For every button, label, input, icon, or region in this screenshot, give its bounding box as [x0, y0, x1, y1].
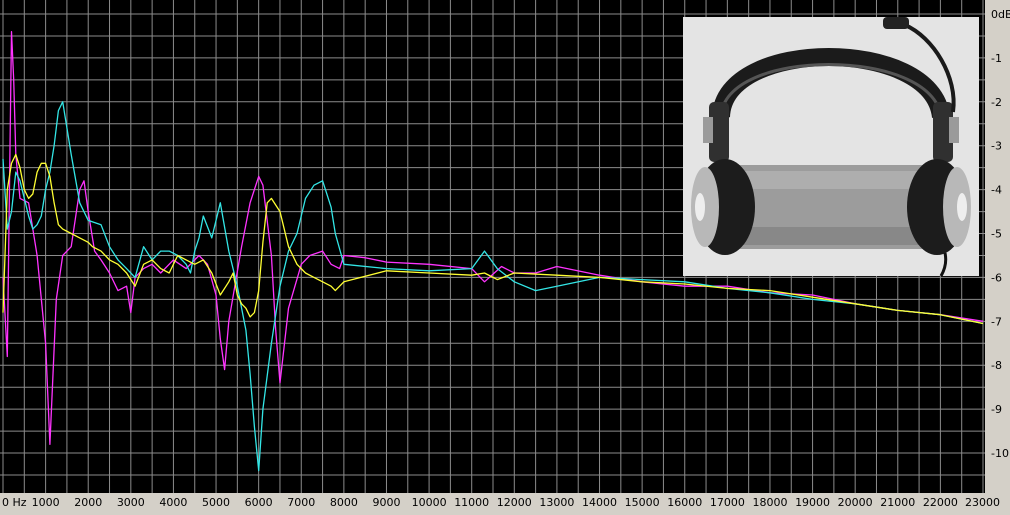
y-tick-label: -1 — [991, 52, 1002, 65]
x-axis-ticks: 0 Hz 1000 2000 3000 4000 5000 6000 7000 8000 9000… — [2, 496, 1000, 509]
headphone-on-cylinder-picture — [683, 17, 979, 277]
y-tick-label: -9 — [991, 403, 1002, 416]
x-tick-label: 12000 — [497, 496, 532, 509]
series-line-3 — [2, 153, 984, 325]
grid-lines — [0, 0, 985, 493]
x-tick-label: 21000 — [880, 496, 915, 509]
x-tick-label: 23000 — [965, 496, 1000, 509]
y-tick-label: -8 — [991, 359, 1002, 372]
x-tick-label: 22000 — [923, 496, 958, 509]
y-tick-label: -4 — [991, 184, 1002, 197]
x-tick-label: 3000 — [117, 496, 145, 509]
x-tick-label: 4000 — [159, 496, 187, 509]
x-tick-label: 14000 — [582, 496, 617, 509]
x-tick-label: 11000 — [454, 496, 489, 509]
x-tick-label: 20000 — [838, 496, 873, 509]
y-tick-label: 0dB — [991, 8, 1010, 21]
x-tick-label: 15000 — [625, 496, 660, 509]
y-axis-ticks: 0dB -1 -2 -3 -4 -5 -6 -7 -8 -9 -10 — [991, 8, 1010, 460]
series-line-2 — [2, 101, 984, 472]
x-tick-label: 6000 — [245, 496, 273, 509]
series-line-1 — [2, 30, 984, 445]
x-tick-label: 2000 — [74, 496, 102, 509]
x-tick-label: 13000 — [539, 496, 574, 509]
x-tick-label: 9000 — [372, 496, 400, 509]
x-tick-label: 5000 — [202, 496, 230, 509]
y-tick-label: -7 — [991, 315, 1002, 328]
y-tick-label: -5 — [991, 228, 1002, 241]
x-tick-label: 17000 — [710, 496, 745, 509]
x-tick-label: 16000 — [667, 496, 702, 509]
y-tick-label: -2 — [991, 96, 1002, 109]
y-tick-label: -6 — [991, 271, 1002, 284]
x-tick-label: 0 Hz — [2, 496, 27, 509]
y-tick-label: -3 — [991, 140, 1002, 153]
headphone-measurement-photo — [683, 17, 979, 277]
x-tick-label: 7000 — [287, 496, 315, 509]
x-tick-label: 10000 — [412, 496, 447, 509]
x-tick-label: 8000 — [330, 496, 358, 509]
x-tick-label: 1000 — [32, 496, 60, 509]
x-tick-label: 19000 — [795, 496, 830, 509]
x-tick-label: 18000 — [752, 496, 787, 509]
series-layer — [2, 30, 984, 472]
y-tick-label: -10 — [991, 447, 1009, 460]
